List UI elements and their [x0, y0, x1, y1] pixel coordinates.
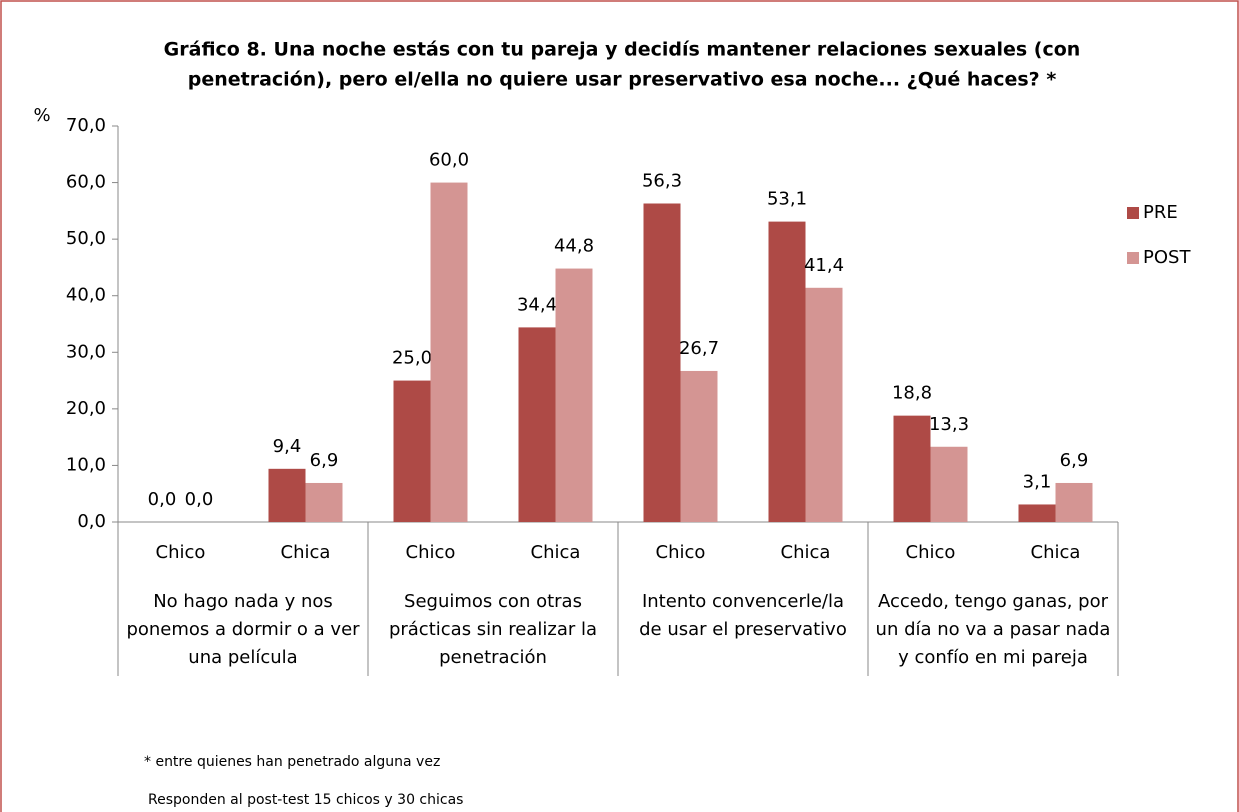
x-tick-label: Chica [531, 542, 581, 563]
bar [393, 380, 431, 522]
chart-title: Gráfico 8. Una noche estás con tu pareja… [164, 39, 1081, 61]
bar [305, 482, 343, 522]
y-tick-label: 60,0 [66, 172, 106, 193]
value-label: 6,9 [310, 450, 339, 471]
group-label: de usar el preservativo [639, 619, 847, 640]
group-label: Accedo, tengo ganas, por [878, 591, 1109, 612]
x-tick-label: Chico [406, 542, 456, 563]
y-tick-label: 0,0 [77, 511, 106, 532]
value-label: 56,3 [642, 171, 682, 192]
group-label: No hago nada y nos [153, 591, 333, 612]
x-tick-label: Chico [156, 542, 206, 563]
value-label: 18,8 [892, 383, 932, 404]
y-axis-label: % [33, 105, 50, 126]
x-tick-label: Chica [1031, 542, 1081, 563]
bar [1055, 482, 1093, 522]
footnote: * entre quienes han penetrado alguna vez [144, 754, 440, 770]
value-label: 25,0 [392, 348, 432, 369]
legend-swatch [1127, 252, 1139, 264]
y-tick-label: 70,0 [66, 115, 106, 136]
bar [430, 182, 468, 523]
value-label: 13,3 [929, 414, 969, 435]
value-label: 44,8 [554, 236, 594, 257]
value-label: 9,4 [273, 436, 302, 457]
bar [1018, 504, 1056, 522]
group-label: penetración [439, 647, 547, 668]
bar [930, 446, 968, 522]
value-label: 0,0 [148, 489, 177, 510]
y-tick-label: 30,0 [66, 341, 106, 362]
group-label: ponemos a dormir o a ver [126, 619, 360, 640]
y-tick-label: 50,0 [66, 228, 106, 249]
value-label: 3,1 [1023, 471, 1052, 492]
bar [893, 415, 931, 522]
value-label: 41,4 [804, 255, 844, 276]
bar [680, 370, 718, 522]
chart-title: penetración), pero el/ella no quiere usa… [188, 69, 1057, 91]
bar [643, 203, 681, 522]
x-tick-label: Chico [906, 542, 956, 563]
group-label: una película [188, 647, 297, 668]
group-label: y confío en mi pareja [898, 647, 1088, 668]
value-label: 0,0 [185, 489, 214, 510]
x-tick-label: Chica [781, 542, 831, 563]
group-label: Seguimos con otras [404, 591, 582, 612]
bar [518, 327, 556, 522]
group-label: prácticas sin realizar la [389, 619, 597, 640]
value-label: 53,1 [767, 189, 807, 210]
bar [268, 468, 306, 522]
legend-swatch [1127, 207, 1139, 219]
value-label: 6,9 [1060, 450, 1089, 471]
x-tick-label: Chica [281, 542, 331, 563]
value-label: 26,7 [679, 338, 719, 359]
bar [805, 287, 843, 522]
legend-label: PRE [1143, 202, 1178, 223]
group-label: Intento convencerle/la [642, 591, 844, 612]
y-tick-label: 40,0 [66, 285, 106, 306]
y-tick-label: 20,0 [66, 398, 106, 419]
bar [768, 221, 806, 522]
bar [555, 268, 593, 522]
y-tick-label: 10,0 [66, 454, 106, 475]
x-tick-label: Chico [656, 542, 706, 563]
value-label: 60,0 [429, 150, 469, 171]
group-label: un día no va a pasar nada [876, 619, 1111, 640]
legend-label: POST [1143, 247, 1191, 268]
value-label: 34,4 [517, 294, 557, 315]
footnote: Responden al post-test 15 chicos y 30 ch… [148, 792, 463, 808]
